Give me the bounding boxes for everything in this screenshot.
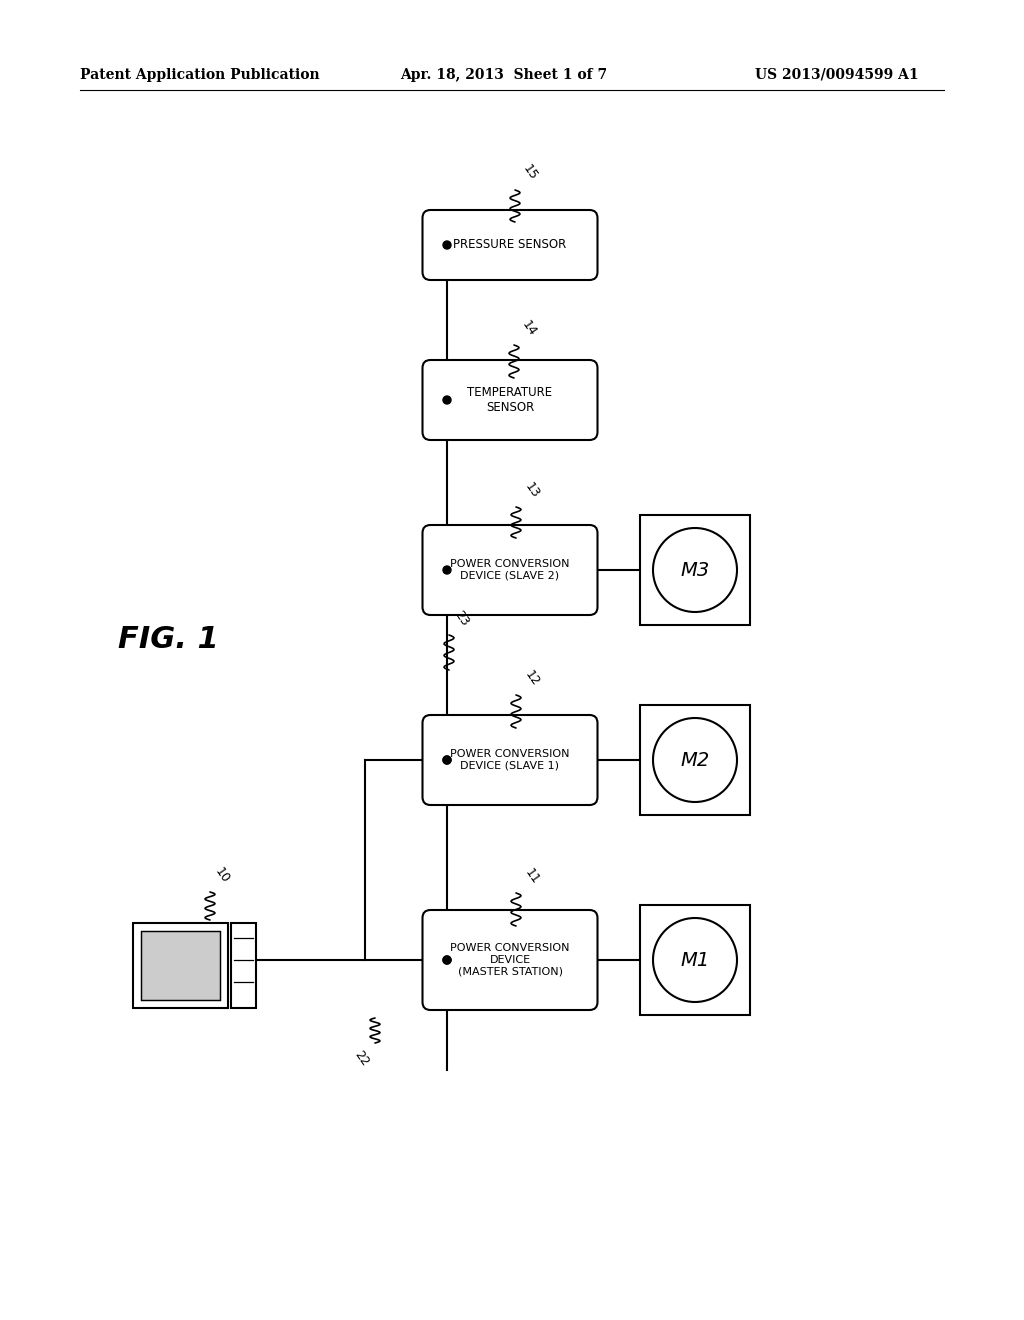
FancyBboxPatch shape bbox=[423, 909, 597, 1010]
Text: PRESSURE SENSOR: PRESSURE SENSOR bbox=[454, 239, 566, 252]
Circle shape bbox=[443, 756, 451, 764]
Text: TEMPERATURE
SENSOR: TEMPERATURE SENSOR bbox=[467, 385, 553, 414]
Circle shape bbox=[443, 956, 451, 964]
Circle shape bbox=[653, 528, 737, 612]
Circle shape bbox=[443, 242, 451, 249]
Text: M2: M2 bbox=[680, 751, 710, 770]
FancyBboxPatch shape bbox=[423, 210, 597, 280]
Bar bbox=[640, 906, 750, 1015]
Text: POWER CONVERSION
DEVICE (SLAVE 1): POWER CONVERSION DEVICE (SLAVE 1) bbox=[451, 750, 569, 771]
FancyBboxPatch shape bbox=[423, 360, 597, 440]
Text: 22: 22 bbox=[352, 1048, 372, 1068]
Bar bbox=[230, 923, 256, 1007]
Text: Patent Application Publication: Patent Application Publication bbox=[80, 69, 319, 82]
Text: M3: M3 bbox=[680, 561, 710, 579]
Circle shape bbox=[443, 566, 451, 574]
Circle shape bbox=[443, 956, 451, 964]
Text: 12: 12 bbox=[522, 668, 542, 688]
Text: 13: 13 bbox=[522, 480, 542, 500]
Text: 11: 11 bbox=[522, 866, 542, 886]
Text: US 2013/0094599 A1: US 2013/0094599 A1 bbox=[755, 69, 919, 82]
FancyBboxPatch shape bbox=[423, 525, 597, 615]
Text: 10: 10 bbox=[212, 865, 231, 886]
Text: Apr. 18, 2013  Sheet 1 of 7: Apr. 18, 2013 Sheet 1 of 7 bbox=[400, 69, 607, 82]
Text: POWER CONVERSION
DEVICE (SLAVE 2): POWER CONVERSION DEVICE (SLAVE 2) bbox=[451, 560, 569, 581]
Circle shape bbox=[443, 396, 451, 404]
Bar bbox=[132, 923, 227, 1007]
Text: POWER CONVERSION
DEVICE
(MASTER STATION): POWER CONVERSION DEVICE (MASTER STATION) bbox=[451, 944, 569, 977]
Circle shape bbox=[443, 756, 451, 764]
FancyBboxPatch shape bbox=[423, 715, 597, 805]
Circle shape bbox=[653, 917, 737, 1002]
Bar bbox=[140, 931, 219, 999]
Text: 14: 14 bbox=[519, 318, 539, 338]
Text: 15: 15 bbox=[520, 162, 540, 182]
Text: M1: M1 bbox=[680, 950, 710, 969]
Circle shape bbox=[653, 718, 737, 803]
Bar bbox=[640, 515, 750, 624]
Bar bbox=[640, 705, 750, 814]
Text: 23: 23 bbox=[453, 607, 472, 628]
Text: FIG. 1: FIG. 1 bbox=[118, 626, 218, 655]
